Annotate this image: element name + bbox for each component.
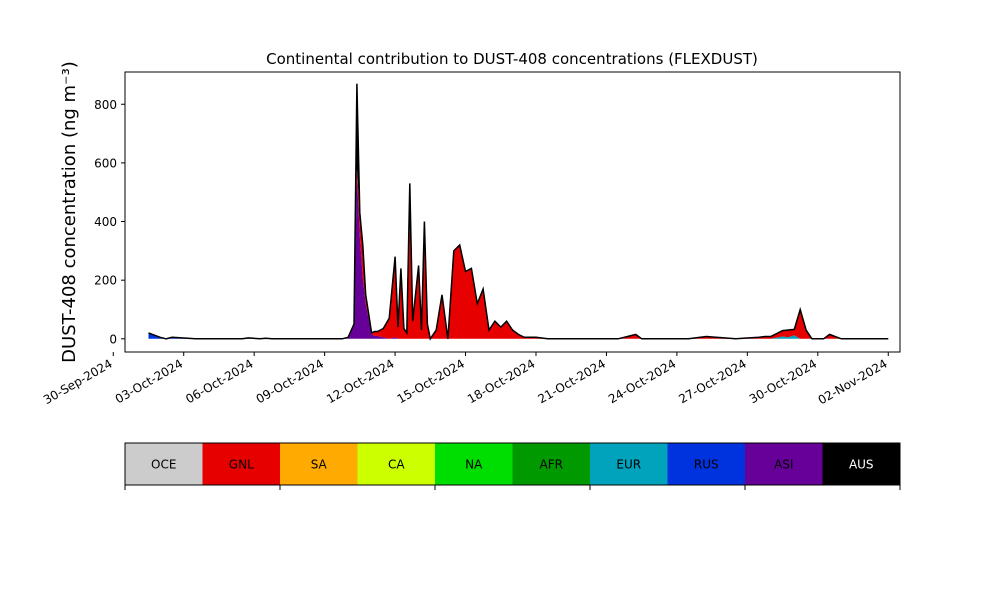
legend-swatch-asi [745, 443, 823, 485]
y-tick-label: 600 [94, 156, 117, 170]
area-aus [148, 83, 889, 339]
legend-label-oce: OCE [151, 458, 176, 472]
area-gnl [148, 168, 889, 339]
y-tick-label: 200 [94, 274, 117, 288]
legend-frame [124, 442, 901, 486]
x-tick-label: 21-Oct-2024 [536, 356, 608, 406]
legend-label-eur: EUR [616, 458, 641, 472]
legend-label-rus: RUS [694, 458, 719, 472]
x-tick-label: 24-Oct-2024 [606, 356, 678, 406]
y-tick-label: 0 [109, 332, 117, 346]
x-tick-label: 12-Oct-2024 [324, 356, 396, 406]
x-tick-label: 30-Oct-2024 [747, 356, 819, 406]
legend-label-afr: AFR [540, 458, 563, 472]
x-tick-label: 27-Oct-2024 [676, 356, 748, 406]
x-tick-label: 06-Oct-2024 [183, 356, 255, 406]
plot-frame [124, 71, 901, 353]
y-tick-label: 800 [94, 98, 117, 112]
legend-swatch-sa [280, 443, 358, 485]
legend-label-ca: CA [388, 458, 405, 472]
plot-area [148, 83, 889, 341]
legend-swatch-na [435, 443, 513, 485]
legend-label-na: NA [465, 458, 483, 472]
legend-swatch-afr [512, 443, 590, 485]
legend-swatch-eur [590, 443, 668, 485]
x-tick-label: 30-Sep-2024 [41, 356, 115, 407]
legend-label-asi: ASI [774, 458, 793, 472]
legend-label-gnl: GNL [229, 458, 254, 472]
legend-swatch-rus [667, 443, 745, 485]
area-asi [148, 174, 889, 339]
x-axis: 30-Sep-202403-Oct-202406-Oct-202409-Oct-… [41, 352, 890, 407]
legend-swatch-ca [357, 443, 435, 485]
legend-swatch-gnl [202, 443, 280, 485]
x-tick-label: 18-Oct-2024 [465, 356, 537, 406]
legend-swatch-aus [822, 443, 900, 485]
y-axis: 0 200 400 600 800 [94, 98, 125, 346]
chart-title: Continental contribution to DUST-408 con… [266, 50, 758, 68]
y-tick-label: 400 [94, 215, 117, 229]
y-axis-label: DUST-408 concentration (ng m⁻³) [59, 61, 80, 363]
x-tick-label: 03-Oct-2024 [113, 356, 185, 406]
legend-label-sa: SA [311, 458, 328, 472]
x-tick-label: 02-Nov-2024 [816, 356, 890, 407]
total-line [148, 83, 889, 341]
x-tick-label: 15-Oct-2024 [395, 356, 467, 406]
legend: OCE GNL SA CA NA AFR EUR RUS ASI AUS [124, 442, 901, 490]
legend-swatch-oce [125, 443, 203, 485]
x-tick-label: 09-Oct-2024 [254, 356, 326, 406]
legend-label-aus: AUS [849, 458, 874, 472]
